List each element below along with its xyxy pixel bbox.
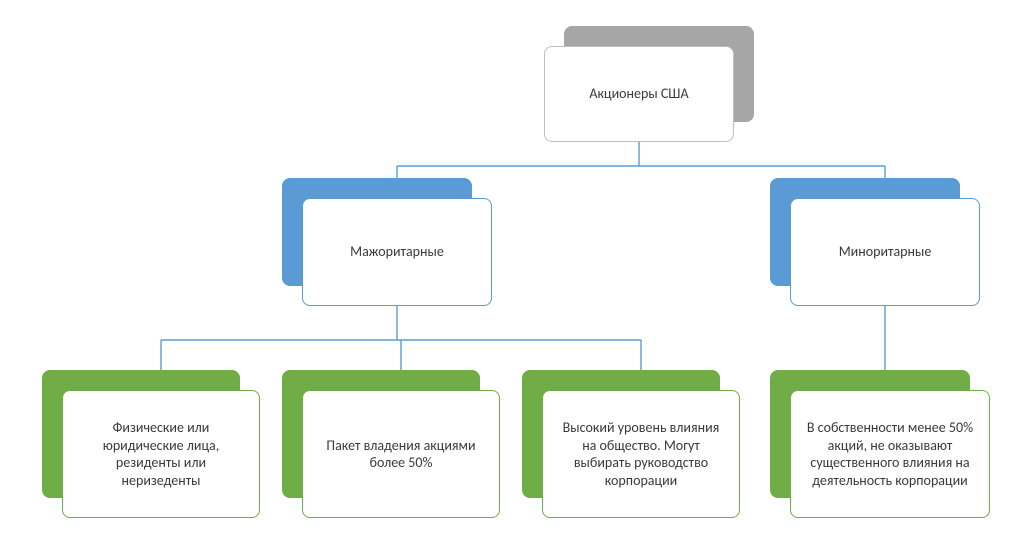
node-root-front: Акционеры США [544, 46, 734, 142]
node-root: Акционеры США [544, 46, 734, 142]
node-leaf1-front: Физические или юридические лица, резиден… [62, 390, 260, 518]
node-minority-front: Миноритарные [790, 198, 980, 306]
node-leaf1-label: Физические или юридические лица, резиден… [77, 419, 245, 489]
node-leaf2-label: Пакет владения акциями более 50% [317, 437, 485, 472]
node-majority: Мажоритарные [302, 198, 492, 306]
node-majority-label: Мажоритарные [350, 243, 444, 261]
node-leaf1: Физические или юридические лица, резиден… [62, 390, 260, 518]
node-leaf3-front: Высокий уровень влияния на общество. Мог… [542, 390, 740, 518]
node-root-label: Акционеры США [589, 85, 688, 103]
node-leaf4-front: В собственности менее 50% акций, не оказ… [790, 390, 990, 518]
node-majority-front: Мажоритарные [302, 198, 492, 306]
node-leaf4: В собственности менее 50% акций, не оказ… [790, 390, 990, 518]
node-leaf2: Пакет владения акциями более 50% [302, 390, 500, 518]
node-leaf3-label: Высокий уровень влияния на общество. Мог… [557, 419, 725, 489]
node-leaf3: Высокий уровень влияния на общество. Мог… [542, 390, 740, 518]
node-leaf4-label: В собственности менее 50% акций, не оказ… [805, 419, 975, 489]
node-minority-label: Миноритарные [839, 243, 932, 261]
node-leaf2-front: Пакет владения акциями более 50% [302, 390, 500, 518]
node-minority: Миноритарные [790, 198, 980, 306]
